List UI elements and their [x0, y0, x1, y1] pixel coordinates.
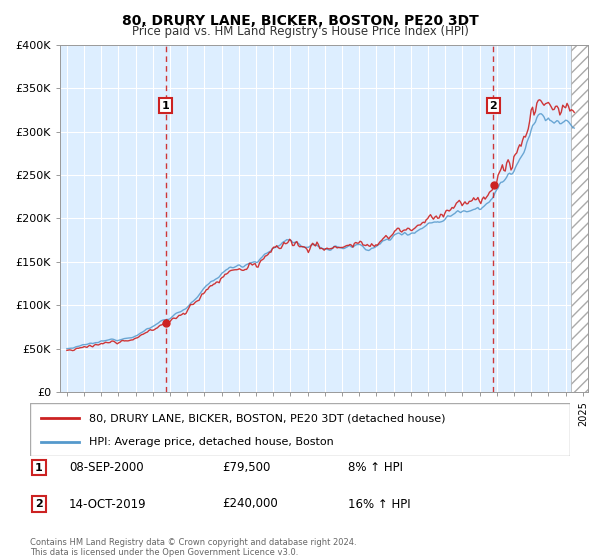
Text: £79,500: £79,500 — [222, 461, 271, 474]
Text: 80, DRURY LANE, BICKER, BOSTON, PE20 3DT (detached house): 80, DRURY LANE, BICKER, BOSTON, PE20 3DT… — [89, 413, 446, 423]
Text: 1: 1 — [35, 463, 43, 473]
Text: 1: 1 — [162, 101, 170, 110]
Text: 08-SEP-2000: 08-SEP-2000 — [69, 461, 143, 474]
Bar — [571, 45, 590, 392]
Text: 80, DRURY LANE, BICKER, BOSTON, PE20 3DT: 80, DRURY LANE, BICKER, BOSTON, PE20 3DT — [122, 14, 478, 28]
FancyBboxPatch shape — [30, 403, 570, 456]
Text: Contains HM Land Registry data © Crown copyright and database right 2024.
This d: Contains HM Land Registry data © Crown c… — [30, 538, 356, 557]
Text: 2: 2 — [35, 499, 43, 509]
Text: 2: 2 — [490, 101, 497, 110]
Text: 8% ↑ HPI: 8% ↑ HPI — [348, 461, 403, 474]
Text: 16% ↑ HPI: 16% ↑ HPI — [348, 497, 410, 511]
Text: £240,000: £240,000 — [222, 497, 278, 511]
Text: Price paid vs. HM Land Registry's House Price Index (HPI): Price paid vs. HM Land Registry's House … — [131, 25, 469, 38]
Text: HPI: Average price, detached house, Boston: HPI: Average price, detached house, Bost… — [89, 436, 334, 446]
Text: 14-OCT-2019: 14-OCT-2019 — [69, 497, 146, 511]
